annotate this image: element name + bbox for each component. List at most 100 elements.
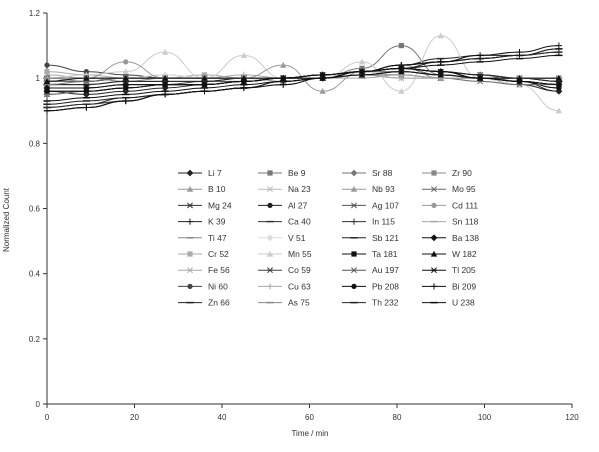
- legend-item: Pb 208: [342, 281, 399, 291]
- legend-label: U 238: [452, 298, 475, 308]
- legend-item: Mg 24: [178, 200, 232, 210]
- legend-marker: [267, 170, 273, 176]
- y-tick-label: 0.2: [29, 335, 41, 344]
- x-tick-label: 60: [305, 413, 314, 422]
- legend-item: Co 59: [258, 265, 311, 275]
- data-point: [161, 48, 169, 55]
- legend-label: Tl 205: [452, 265, 476, 275]
- data-point: [83, 88, 90, 95]
- series-line: [46, 45, 559, 112]
- legend-item: Mo 95: [422, 184, 476, 194]
- data-point: [555, 107, 563, 114]
- x-tick-label: 80: [393, 413, 402, 422]
- data-point: [555, 49, 562, 56]
- y-tick-label: 1.2: [29, 9, 41, 18]
- data-point: [162, 81, 169, 88]
- legend-label: Cd 111: [452, 200, 478, 210]
- legend-item: Sr 88: [342, 168, 393, 178]
- data-point: [319, 88, 326, 94]
- legend-marker: [266, 267, 274, 274]
- legend-item: Al 27: [258, 200, 308, 210]
- legend-label: Ca 40: [288, 217, 311, 227]
- legend-label: Cu 63: [288, 281, 311, 291]
- legend-marker: [187, 283, 193, 289]
- x-tick-label: 20: [130, 413, 139, 422]
- data-point: [437, 68, 444, 75]
- y-axis-label: Normalized Count: [2, 187, 11, 253]
- legend-label: Bi 209: [452, 281, 476, 291]
- legend-item: As 75: [258, 298, 310, 308]
- legend-label: Al 27: [288, 200, 308, 210]
- data-point: [83, 74, 90, 81]
- legend-marker: [430, 283, 438, 290]
- x-axis-label: Time / min: [291, 429, 329, 438]
- data-point: [44, 75, 50, 81]
- data-point: [437, 71, 444, 78]
- legend-label: Pb 208: [372, 281, 399, 291]
- legend-item: U 238: [422, 298, 475, 308]
- data-point: [43, 88, 51, 95]
- legend-label: K 39: [208, 217, 226, 227]
- legend-label: Co 59: [288, 265, 311, 275]
- legend-label: Zr 90: [452, 168, 472, 178]
- legend-item: Ag 107: [342, 200, 399, 210]
- legend-item: Cu 63: [258, 281, 311, 291]
- data-point: [201, 74, 208, 81]
- y-tick-label: 0.4: [29, 270, 41, 279]
- legend-label: Sb 121: [372, 233, 399, 243]
- legend-item: Cr 52: [178, 249, 229, 259]
- legend-item: V 51: [258, 233, 306, 243]
- legend-marker: [350, 186, 358, 192]
- data-point: [122, 74, 129, 81]
- x-tick-label: 0: [45, 413, 50, 422]
- legend-label: Ag 107: [372, 200, 399, 210]
- legend-item: W 182: [422, 249, 477, 259]
- legend-item: Mn 55: [258, 249, 312, 259]
- legend-label: Zn 66: [208, 298, 230, 308]
- legend-label: V 51: [288, 233, 306, 243]
- series-35: [43, 54, 563, 102]
- data-point: [122, 68, 129, 75]
- data-point: [44, 62, 50, 68]
- legend-item: Th 232: [342, 298, 399, 308]
- legend-label: In 115: [372, 217, 395, 227]
- x-tick-label: 120: [565, 413, 579, 422]
- legend-marker: [350, 169, 358, 177]
- legend-label: Na 23: [288, 184, 311, 194]
- legend-item: Ti 47: [178, 233, 227, 243]
- legend-label: Au 197: [372, 265, 399, 275]
- legend-label: Li 7: [208, 168, 222, 178]
- data-point: [398, 62, 405, 69]
- legend-item: Fe 56: [178, 265, 230, 275]
- legend-marker: [431, 186, 437, 193]
- data-point: [201, 81, 208, 88]
- y-tick-label: 1: [36, 74, 41, 83]
- data-point: [437, 58, 444, 65]
- data-point: [398, 42, 404, 49]
- data-point: [201, 88, 208, 95]
- legend-marker: [266, 283, 274, 290]
- legend-item: K 39: [178, 217, 226, 227]
- legend-item: Ni 60: [178, 281, 228, 291]
- legend-marker: [351, 283, 357, 289]
- legend-marker: [350, 202, 358, 209]
- data-point: [123, 59, 129, 65]
- legend-label: Ti 47: [208, 233, 227, 243]
- x-tick-label: 40: [218, 413, 227, 422]
- data-point: [437, 32, 444, 39]
- legend-item: Sb 121: [342, 233, 399, 243]
- data-point: [43, 91, 51, 98]
- data-point: [516, 49, 523, 56]
- data-point: [240, 78, 247, 85]
- data-point: [83, 69, 89, 75]
- data-point: [240, 84, 247, 92]
- data-point: [161, 71, 169, 79]
- legend-item: Ca 40: [258, 217, 311, 227]
- data-point: [398, 68, 405, 75]
- legend-label: Be 9: [288, 168, 306, 178]
- legend-marker: [186, 186, 194, 192]
- series-line: [46, 54, 559, 102]
- legend-item: Ta 181: [342, 249, 398, 259]
- plot-area: [43, 32, 563, 114]
